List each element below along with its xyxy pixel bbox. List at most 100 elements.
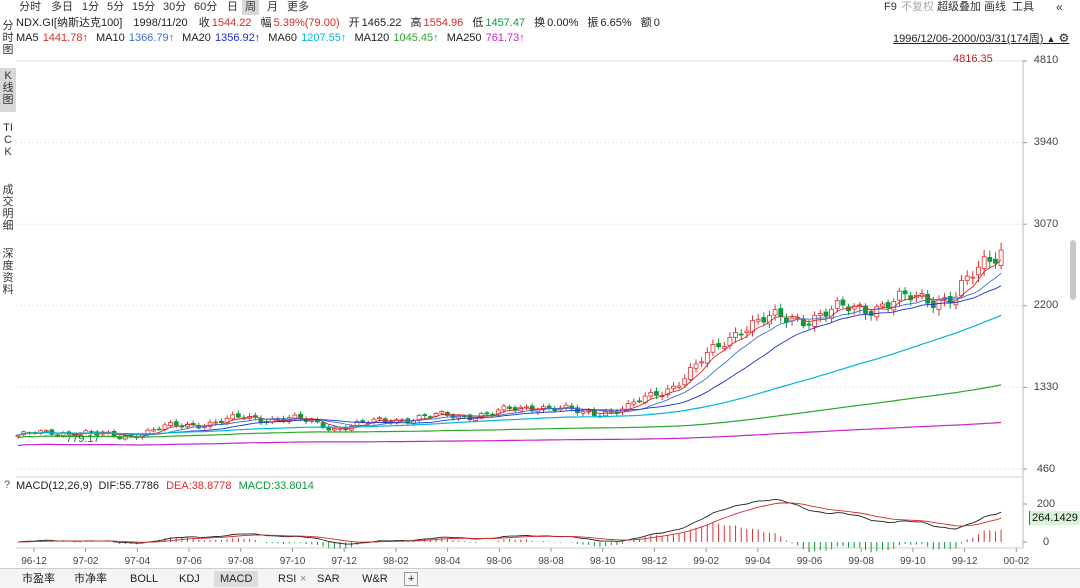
tab-pb[interactable]: 市净率 xyxy=(74,573,107,585)
macd-toggle-icon[interactable]: ? xyxy=(4,479,11,491)
candle-body xyxy=(704,352,710,364)
ma10-label: MA10 xyxy=(96,32,125,44)
period-30min[interactable]: 30分 xyxy=(163,1,187,13)
tools-button[interactable]: 工具 xyxy=(1012,1,1034,13)
scrollbar[interactable] xyxy=(1070,240,1076,300)
symbol: NDX.GI[纳斯达克100] xyxy=(16,17,123,29)
draw-line-button[interactable]: 画线 xyxy=(984,1,1006,13)
period-month[interactable]: 月 xyxy=(267,1,278,13)
candle-body xyxy=(563,404,569,409)
candle-body xyxy=(320,422,326,429)
candle-body xyxy=(614,411,620,414)
candle-body xyxy=(603,411,608,417)
candle-body xyxy=(55,434,60,437)
candle-body xyxy=(461,415,467,418)
y-tick-3070: 3070 xyxy=(1033,218,1059,230)
candle-body xyxy=(106,431,111,434)
f9-button[interactable]: F9 xyxy=(884,1,897,13)
candle-body xyxy=(151,429,157,432)
candle-body xyxy=(416,414,422,421)
candle-body xyxy=(654,391,659,396)
period-week[interactable]: 周 xyxy=(242,0,259,15)
period-1min[interactable]: 1分 xyxy=(82,1,100,13)
macd-tick-200: 200 xyxy=(1036,498,1056,510)
x-tick-label: 97-10 xyxy=(279,556,306,567)
candle-body xyxy=(473,417,479,421)
y-tick-2200: 2200 xyxy=(1033,299,1059,311)
x-tick-label: 99-06 xyxy=(796,556,823,567)
period-intraday[interactable]: 分时 xyxy=(19,1,41,13)
period-multiday[interactable]: 多日 xyxy=(51,1,73,13)
candle-body xyxy=(377,417,383,420)
candle-body xyxy=(710,344,716,353)
period-day[interactable]: 日 xyxy=(227,1,238,13)
tab-sar[interactable]: SAR xyxy=(317,573,340,585)
period-60min[interactable]: 60分 xyxy=(194,1,218,13)
candle-body xyxy=(591,409,597,416)
candle-body xyxy=(43,430,49,433)
candle-body xyxy=(484,412,490,415)
candle-body xyxy=(546,405,552,409)
candle-body xyxy=(925,293,931,304)
period-5min[interactable]: 5分 xyxy=(107,1,125,13)
tab-wr[interactable]: W&R xyxy=(362,573,388,585)
candle-body xyxy=(315,419,320,423)
tab-macd[interactable]: MACD xyxy=(214,571,259,587)
close-value: 1544.22 xyxy=(211,17,252,29)
no-adjust-button[interactable]: 不复权 xyxy=(901,1,934,13)
candle-body xyxy=(902,290,908,295)
candle-body xyxy=(190,422,196,426)
candle-body xyxy=(552,408,558,412)
candle-body xyxy=(331,428,337,431)
candle-body xyxy=(637,400,642,403)
high-label: 高 xyxy=(410,17,422,29)
change-label: 幅 xyxy=(260,17,272,29)
period-more[interactable]: 更多 xyxy=(287,1,309,13)
ma120-line xyxy=(17,384,1002,439)
candle-body xyxy=(399,419,405,422)
candle-body xyxy=(738,333,744,336)
side-tab-trades[interactable]: 成交明细 xyxy=(2,184,14,232)
tab-boll[interactable]: BOLL xyxy=(130,573,159,585)
tab-pe[interactable]: 市盈率 xyxy=(22,573,55,585)
candle-body xyxy=(744,330,750,333)
ma60-line xyxy=(17,314,1002,436)
candle-body xyxy=(518,406,524,412)
tab-kdj[interactable]: KDJ xyxy=(179,573,200,585)
candle-body xyxy=(761,317,767,323)
high-value: 1554.96 xyxy=(423,17,464,29)
side-tab-depth[interactable]: 深度资料 xyxy=(2,248,14,296)
candle-body xyxy=(512,407,518,411)
ma120-value: 1045.45↑ xyxy=(393,32,439,44)
ma-legend: MA5 1441.78↑ MA10 1366.79↑ MA20 1356.92↑… xyxy=(16,31,526,45)
candle-body xyxy=(298,413,303,419)
ma60-value: 1207.55↑ xyxy=(301,32,347,44)
super-overlay-button[interactable]: 超级叠加 xyxy=(937,1,981,13)
collapse-icon[interactable]: « xyxy=(1056,0,1063,14)
side-tab-intraday[interactable]: 分时图 xyxy=(2,20,14,56)
y-tick-460: 460 xyxy=(1036,463,1056,475)
candle-body xyxy=(806,323,812,326)
side-tab-kline[interactable]: K线图 xyxy=(0,68,16,112)
tab-close-icon[interactable]: × xyxy=(300,573,307,585)
y-tick-3940: 3940 xyxy=(1033,136,1059,148)
macd-cursor-value: 264.1429 xyxy=(1029,511,1080,525)
amount-label: 额 xyxy=(640,17,652,29)
period-15min[interactable]: 15分 xyxy=(132,1,156,13)
candle-body xyxy=(840,299,846,306)
candle-body xyxy=(235,413,241,418)
candle-body xyxy=(365,422,371,424)
candle-body xyxy=(433,413,439,417)
min-annotation: 779.17 xyxy=(66,433,100,445)
x-tick-label: 98-10 xyxy=(589,556,616,567)
tab-rsi[interactable]: RSI xyxy=(278,573,297,585)
date-range[interactable]: 1996/12/06-2000/03/31(174周) ▲ ⚙ xyxy=(893,31,1069,46)
add-tab-icon[interactable]: + xyxy=(404,572,419,586)
side-tab-tick[interactable]: TICK xyxy=(3,122,13,158)
candle-body xyxy=(444,411,450,416)
candle-body xyxy=(699,361,705,364)
candle-body xyxy=(823,311,829,317)
settings-icon[interactable]: ⚙ xyxy=(1058,31,1070,45)
dropdown-icon[interactable]: ▲ xyxy=(1046,34,1056,44)
